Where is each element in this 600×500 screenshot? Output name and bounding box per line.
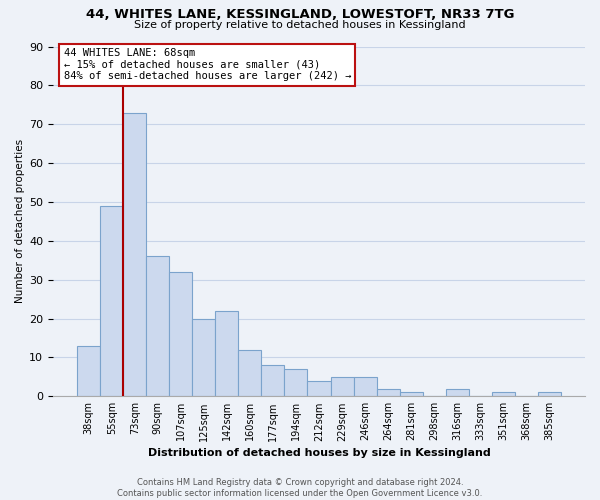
Bar [538, 392, 561, 396]
Text: Size of property relative to detached houses in Kessingland: Size of property relative to detached ho… [134, 20, 466, 30]
Bar [100, 206, 123, 396]
Bar [331, 377, 353, 396]
Bar [353, 377, 377, 396]
Y-axis label: Number of detached properties: Number of detached properties [15, 140, 25, 304]
Text: 44 WHITES LANE: 68sqm
← 15% of detached houses are smaller (43)
84% of semi-deta: 44 WHITES LANE: 68sqm ← 15% of detached … [64, 48, 351, 82]
Bar [446, 388, 469, 396]
Bar [146, 256, 169, 396]
Bar [193, 318, 215, 396]
Bar [169, 272, 193, 396]
Bar [492, 392, 515, 396]
Bar [307, 381, 331, 396]
Bar [262, 365, 284, 396]
Bar [400, 392, 422, 396]
Bar [284, 369, 307, 396]
Text: 44, WHITES LANE, KESSINGLAND, LOWESTOFT, NR33 7TG: 44, WHITES LANE, KESSINGLAND, LOWESTOFT,… [86, 8, 514, 20]
Bar [377, 388, 400, 396]
Bar [215, 311, 238, 396]
Bar [238, 350, 262, 397]
X-axis label: Distribution of detached houses by size in Kessingland: Distribution of detached houses by size … [148, 448, 490, 458]
Bar [77, 346, 100, 397]
Text: Contains HM Land Registry data © Crown copyright and database right 2024.
Contai: Contains HM Land Registry data © Crown c… [118, 478, 482, 498]
Bar [123, 112, 146, 397]
